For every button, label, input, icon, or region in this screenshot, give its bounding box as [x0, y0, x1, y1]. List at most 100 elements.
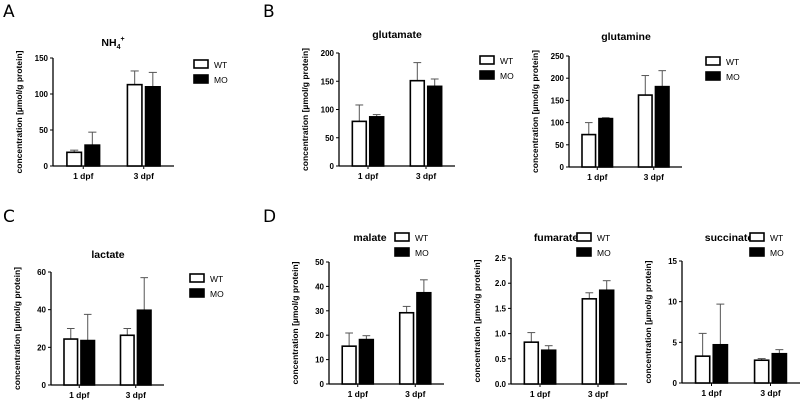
y-tick-label: 50 [315, 258, 324, 267]
bar-wt [351, 120, 368, 167]
chart-title: succinate [705, 232, 754, 244]
x-tick-label: 1 dpf [701, 388, 721, 398]
legend-swatch-mo [705, 71, 721, 81]
bar-wt [637, 94, 653, 168]
chart-succinate: 0 5 10 15 concentration [µmol/g protein] succ… [643, 232, 800, 398]
legend-label-mo: MO [726, 72, 740, 82]
panel-label-d: D [263, 207, 277, 227]
bar-mo [540, 349, 557, 385]
legend-label-wt: WT [210, 274, 223, 284]
legend-label-wt: WT [500, 56, 513, 66]
x-tick-label: 3 dpf [126, 390, 146, 400]
bar-wt [63, 338, 79, 386]
panel-label-c: C [3, 207, 15, 227]
title-superscript: + [120, 36, 124, 43]
chart-title: glutamine [601, 31, 651, 43]
bar-wt [581, 298, 598, 385]
title-main: NH [101, 37, 116, 49]
title-subscript: 4 [117, 44, 121, 51]
chart-title: NH4+ [101, 36, 124, 51]
y-tick-label: 20 [37, 343, 46, 352]
y-tick-label: 100 [551, 119, 565, 128]
y-tick-label: 0 [320, 380, 325, 389]
bar-wt [119, 334, 135, 386]
y-tick-label: 0 [560, 163, 565, 172]
bar-wt [341, 345, 357, 385]
x-tick-label: 1 dpf [587, 172, 607, 182]
y-tick-label: 10 [668, 298, 677, 307]
y-tick-label: 150 [551, 96, 565, 105]
bar-mo [712, 343, 729, 384]
y-axis-label: concentration [µmol/g protein] [300, 48, 310, 171]
y-tick-label: 0 [44, 162, 49, 171]
legend-label-mo: MO [210, 289, 224, 299]
y-tick-label: 40 [37, 306, 46, 315]
chart-lactate: 0 20 40 60 concentration [µmol/g protein] lac… [12, 249, 224, 400]
bar-mo [416, 291, 432, 385]
legend-swatch-mo [189, 288, 205, 298]
y-tick-label: 1.0 [495, 330, 507, 339]
legend-swatch-mo [749, 247, 765, 257]
x-tick-label: 3 dpf [760, 388, 780, 398]
legend-label-mo: MO [214, 75, 228, 85]
bar-mo [598, 117, 614, 168]
y-tick-label: 100 [321, 106, 335, 115]
x-tick-label: 1 dpf [358, 171, 378, 181]
y-tick-label: 200 [321, 49, 335, 58]
y-tick-label: 30 [315, 307, 324, 316]
y-tick-label: 0 [673, 379, 678, 388]
legend-label-wt: WT [726, 57, 739, 67]
y-axis-label: concentration [µmol/g protein] [472, 259, 482, 382]
y-tick-label: 2.0 [495, 279, 507, 288]
bar-mo [368, 116, 385, 167]
y-tick-label: 20 [315, 331, 324, 340]
chart-glutamine: 0 50 100 150 200 250 concentration [µmol/g pro… [530, 31, 740, 182]
legend-label-mo: MO [500, 71, 514, 81]
bar-mo [136, 309, 152, 386]
bar-wt [126, 83, 143, 167]
x-tick-label: 3 dpf [134, 171, 154, 181]
legend-swatch-wt [189, 273, 205, 283]
x-tick-label: 1 dpf [69, 390, 89, 400]
x-tick-label: 1 dpf [530, 389, 550, 399]
y-tick-label: 2.5 [495, 254, 507, 263]
legend-label-mo: MO [415, 248, 429, 258]
bar-wt [523, 341, 540, 385]
x-tick-label: 1 dpf [348, 389, 368, 399]
y-tick-label: 0 [330, 162, 335, 171]
bar-wt [581, 133, 597, 168]
y-tick-label: 0.0 [495, 380, 507, 389]
bar-mo [654, 85, 670, 168]
legend-swatch-mo [479, 70, 495, 80]
legend-swatch-mo [394, 247, 410, 257]
y-tick-label: 200 [551, 74, 565, 83]
y-tick-label: 1.5 [495, 304, 507, 313]
legend-swatch-mo [193, 74, 209, 84]
y-tick-label: 50 [555, 141, 564, 150]
bar-wt [398, 311, 415, 385]
y-axis-label: concentration [µmol/g protein] [14, 50, 24, 173]
bar-wt [753, 359, 770, 384]
legend-label-wt: WT [214, 60, 227, 70]
x-tick-label: 3 dpf [588, 389, 608, 399]
y-tick-label: 50 [39, 126, 48, 135]
bar-wt [694, 355, 711, 384]
chart-title: fumarate [534, 232, 579, 244]
y-axis-label: concentration [µmol/g protein] [530, 50, 540, 173]
bar-mo [144, 86, 161, 167]
y-tick-label: 60 [37, 268, 46, 277]
chart-fumarate: 0.0 0.5 1.0 1.5 2.0 2.5 concentration [µmol/g … [472, 232, 627, 399]
bar-mo [358, 338, 375, 385]
x-tick-label: 1 dpf [73, 171, 93, 181]
legend-swatch-mo [576, 247, 592, 257]
x-tick-label: 3 dpf [644, 172, 664, 182]
y-tick-label: 0 [42, 381, 47, 390]
y-axis-label: concentration [µmol/g protein] [290, 261, 300, 384]
chart-nh4: 0 50 100 150 concentration [µmol/g protein] N… [14, 36, 228, 181]
y-tick-label: 10 [315, 356, 324, 365]
y-tick-label: 150 [321, 77, 335, 86]
bar-wt [66, 151, 83, 167]
chart-glutamate: 0 50 100 150 200 concentration [µmol/g protei… [300, 29, 514, 181]
bar-wt [409, 79, 426, 167]
legend-label-mo: MO [597, 248, 611, 258]
